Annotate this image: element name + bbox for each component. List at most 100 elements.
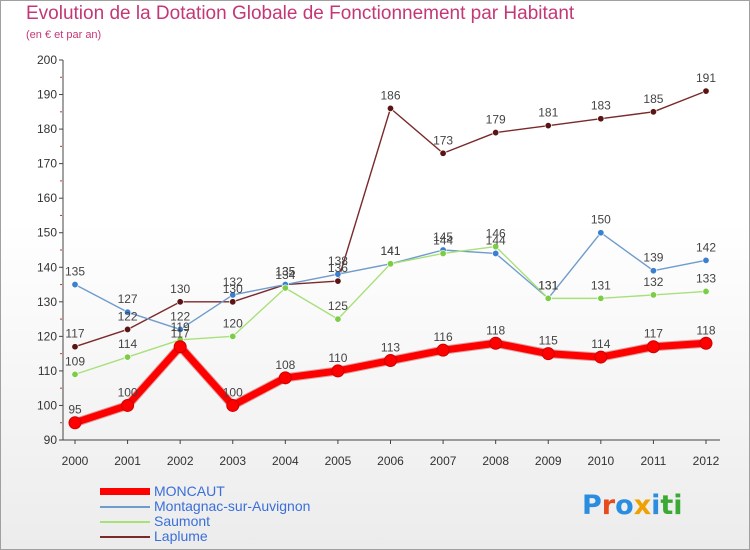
data-label-saumont: 133: [696, 271, 716, 285]
data-point-laplume: [71, 343, 79, 351]
data-label-saumont: 114: [118, 337, 137, 351]
data-label-montagnac: 131: [538, 278, 558, 292]
data-point-montagnac: [124, 308, 132, 316]
data-label-laplume: 183: [591, 99, 611, 113]
data-label-moncaut: 118: [486, 323, 505, 337]
x-tick-label: 2005: [325, 454, 352, 468]
data-point-saumont: [334, 315, 342, 323]
data-point-moncaut: [489, 336, 503, 350]
data-label-saumont: 131: [591, 278, 611, 292]
data-point-moncaut: [699, 336, 713, 350]
data-label-saumont: 134: [275, 268, 295, 282]
data-point-saumont: [124, 353, 132, 361]
data-point-moncaut: [384, 354, 397, 368]
x-tick-label: 2006: [377, 454, 404, 468]
logo-letter: r: [601, 490, 616, 521]
legend-swatch-montagnac: [100, 506, 150, 508]
data-label-saumont: 109: [65, 354, 85, 368]
data-label-moncaut: 113: [381, 341, 400, 355]
data-label-laplume: 186: [380, 88, 400, 102]
data-point-moncaut: [226, 398, 240, 412]
data-point-montagnac: [334, 270, 342, 278]
x-tick-label: 2002: [167, 454, 194, 468]
data-label-laplume: 117: [65, 327, 84, 341]
chart-subtitle: (en € et par an): [26, 29, 102, 41]
data-point-moncaut: [541, 347, 555, 361]
data-point-moncaut: [278, 371, 292, 385]
data-label-laplume: 181: [538, 106, 558, 120]
data-point-saumont: [702, 287, 710, 295]
data-label-moncaut: 117: [644, 327, 663, 341]
data-label-montagnac: 135: [65, 265, 85, 279]
data-label-montagnac: 144: [486, 233, 506, 247]
data-point-saumont: [386, 260, 394, 268]
legend-item-moncaut: MONCAUT: [100, 483, 400, 499]
logo-letter: i: [651, 490, 661, 521]
data-label-moncaut: 116: [434, 330, 453, 344]
y-tick-label: 200: [37, 53, 57, 67]
data-label-montagnac: 127: [118, 292, 138, 306]
data-point-saumont: [71, 370, 79, 378]
data-point-moncaut: [68, 416, 82, 430]
y-tick-label: 110: [38, 364, 57, 378]
data-label-montagnac: 145: [433, 230, 453, 244]
legend-label-montagnac: Montagnac-sur-Auvignon: [154, 498, 311, 514]
data-label-saumont: 146: [486, 227, 506, 241]
data-point-moncaut: [121, 398, 135, 412]
y-tick-label: 130: [37, 295, 57, 309]
data-point-saumont: [597, 294, 605, 302]
data-point-laplume: [702, 87, 710, 95]
x-tick-label: 2001: [114, 454, 141, 468]
data-label-montagnac: 150: [591, 213, 611, 227]
legend-label-laplume: Laplume: [154, 528, 208, 544]
data-point-laplume: [439, 149, 447, 157]
legend-label-moncaut: MONCAUT: [154, 483, 225, 499]
data-label-laplume: 135: [275, 265, 295, 279]
data-label-saumont: 125: [328, 299, 348, 313]
data-label-saumont: 132: [643, 275, 663, 289]
data-point-moncaut: [173, 340, 187, 354]
data-label-montagnac: 132: [223, 275, 243, 289]
chart-title: Evolution de la Dotation Globale de Fonc…: [26, 3, 575, 24]
data-label-moncaut: 95: [68, 403, 82, 417]
x-tick-label: 2010: [587, 454, 614, 468]
logo-letter: P: [582, 490, 602, 521]
data-point-montagnac: [176, 325, 184, 333]
data-label-saumont: 131: [538, 278, 558, 292]
legend-swatch-laplume: [100, 536, 150, 538]
y-tick-label: 180: [37, 122, 57, 136]
logo-letter: x: [633, 490, 652, 521]
data-label-montagnac: 135: [275, 265, 295, 279]
series-line-laplume: [74, 90, 707, 348]
data-point-montagnac: [597, 229, 605, 237]
y-tick-label: 160: [37, 191, 57, 205]
legend-swatch-moncaut: [100, 488, 150, 495]
y-tick-label: 90: [44, 433, 58, 447]
x-tick-label: 2007: [430, 454, 457, 468]
data-label-moncaut: 114: [591, 337, 610, 351]
data-label-laplume: 185: [643, 92, 663, 106]
legend-item-saumont: Saumont: [100, 513, 400, 529]
data-label-saumont: 120: [223, 316, 243, 330]
data-point-moncaut: [646, 340, 660, 354]
data-label-laplume: 179: [486, 113, 506, 127]
data-label-moncaut: 115: [539, 334, 558, 348]
data-label-laplume: 130: [170, 282, 190, 296]
data-labels-layer: 95 100 117 100 108 110 113 116 118 115 114 117 118 13…: [65, 71, 716, 417]
data-point-montagnac: [702, 256, 710, 264]
logo-letter: ti: [660, 490, 683, 521]
data-label-laplume: 191: [696, 71, 716, 85]
data-point-moncaut: [331, 364, 345, 378]
data-label-saumont: 141: [380, 244, 400, 258]
data-label-montagnac: 142: [696, 240, 716, 254]
data-point-moncaut: [436, 343, 450, 357]
data-label-montagnac: 138: [328, 254, 348, 268]
series-layer: [68, 87, 713, 430]
axes: 90 100 110 120 130 140 150 160 170 180 190 200 2000 2…: [37, 53, 720, 468]
data-label-saumont: 144: [433, 233, 453, 247]
x-tick-label: 2003: [219, 454, 246, 468]
data-label-moncaut: 100: [223, 385, 243, 399]
legend: MONCAUT Montagnac-sur-Auvignon Saumont L…: [100, 483, 400, 544]
